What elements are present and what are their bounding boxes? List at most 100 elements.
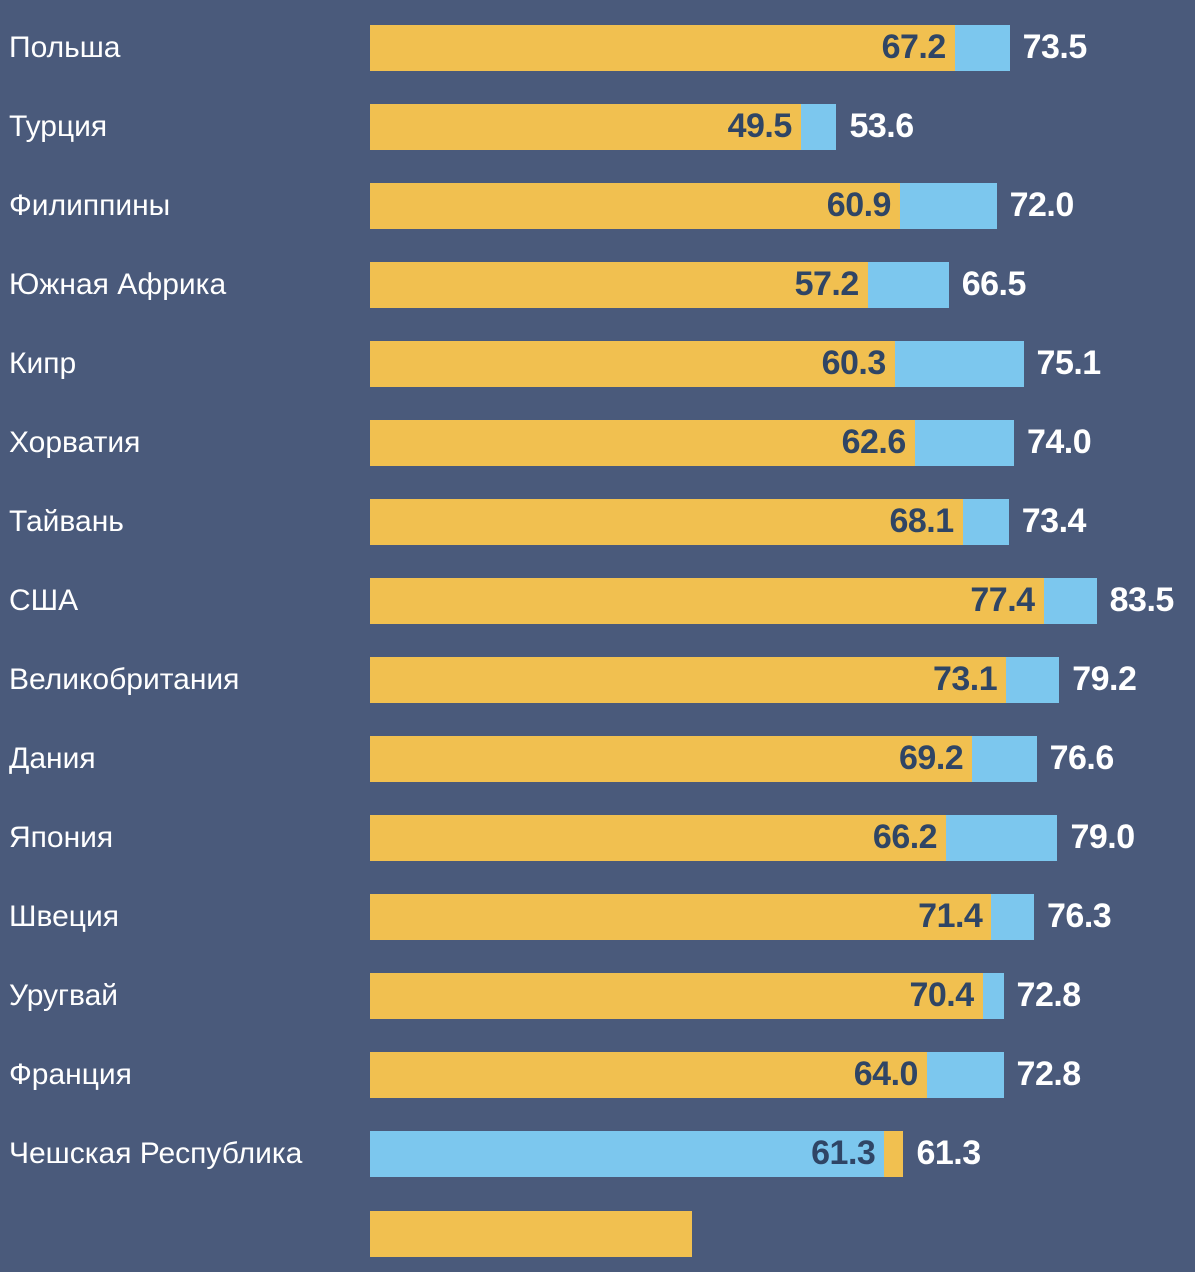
bar-area — [370, 1193, 1195, 1272]
country-label: Турция — [9, 109, 108, 143]
partial-bar — [370, 1211, 692, 1257]
bar-segment-yellow: 57.2 — [370, 261, 868, 308]
bar-segment-blue — [867, 261, 949, 308]
inner-value-label: 64.0 — [853, 1055, 919, 1093]
bar-segment-blue — [899, 182, 997, 229]
outer-value-label: 72.0 — [1009, 186, 1075, 224]
country-label: Уругвай — [9, 978, 119, 1012]
inner-value-label: 60.3 — [821, 344, 887, 382]
chart-row: Турция 49.5 53.6 — [0, 87, 1195, 166]
bar-segment-yellow: 62.6 — [370, 419, 915, 466]
bar-segment-blue — [800, 103, 837, 150]
chart-row: США 77.4 83.5 — [0, 561, 1195, 640]
chart-row: Франция 64.0 72.8 — [0, 1035, 1195, 1114]
bar-segment-blue — [946, 814, 1058, 861]
bar-segment-yellow: 69.2 — [370, 735, 973, 782]
inner-value-label: 66.2 — [872, 818, 938, 856]
country-label: Япония — [9, 820, 114, 854]
inner-value-label: 60.9 — [826, 186, 892, 224]
bar-area: 60.9 72.0 — [370, 166, 1195, 245]
bar-area: 49.5 53.6 — [370, 87, 1195, 166]
chart-row: Хорватия 62.6 74.0 — [0, 403, 1195, 482]
bar-area: 69.2 76.6 — [370, 719, 1195, 798]
bar-segment-blue — [982, 972, 1004, 1019]
country-label: Франция — [9, 1057, 132, 1091]
bar-area: 62.6 74.0 — [370, 403, 1195, 482]
bar-segment-yellow: 64.0 — [370, 1051, 927, 1098]
chart-row: Польша 67.2 73.5 — [0, 8, 1195, 87]
chart-row: Швеция 71.4 76.3 — [0, 877, 1195, 956]
outer-value-label: 79.2 — [1072, 660, 1137, 698]
bar-segment-blue — [926, 1051, 1004, 1098]
inner-value-label: 77.4 — [970, 581, 1035, 619]
country-label: Чешская Республика — [9, 1136, 303, 1170]
inner-value-label: 71.4 — [918, 897, 983, 935]
outer-value-label: 72.8 — [1016, 1055, 1082, 1093]
chart-row: Филиппины 60.9 72.0 — [0, 166, 1195, 245]
country-label: Хорватия — [9, 425, 141, 459]
bar-area: 71.4 76.3 — [370, 877, 1195, 956]
inner-value-label: 61.3 — [811, 1134, 876, 1172]
bar-segment-yellow: 60.3 — [370, 340, 895, 387]
country-label: Швеция — [9, 899, 119, 933]
bar-segment-blue — [914, 419, 1014, 466]
bar-segment-yellow: 67.2 — [370, 24, 955, 71]
bar-segment-yellow: 71.4 — [370, 893, 992, 940]
bar-segment-blue — [991, 893, 1034, 940]
partial-chart-row — [0, 1193, 1195, 1272]
country-label: Южная Африка — [9, 267, 227, 301]
bar-area: 61.3 61.3 — [370, 1114, 1195, 1193]
bar-segment-yellow: 49.5 — [370, 103, 801, 150]
bar-area: 73.1 79.2 — [370, 640, 1195, 719]
bar-segment-yellow: 66.2 — [370, 814, 947, 861]
bar-segment-yellow: 77.4 — [370, 577, 1044, 624]
bar-area: 77.4 83.5 — [370, 561, 1195, 640]
outer-value-label: 73.4 — [1021, 502, 1087, 540]
chart-row: Великобритания 73.1 79.2 — [0, 640, 1195, 719]
bar-segment-blue — [972, 735, 1037, 782]
country-label: Дания — [9, 741, 96, 775]
outer-value-label: 66.5 — [961, 265, 1027, 303]
country-label: Тайвань — [9, 504, 124, 538]
inner-value-label: 68.1 — [889, 502, 954, 540]
bar-segment-blue — [1043, 577, 1097, 624]
bar-area: 66.2 79.0 — [370, 798, 1195, 877]
bar-segment-blue — [954, 24, 1010, 71]
bar-segment-blue — [962, 498, 1009, 545]
outer-value-label: 76.3 — [1047, 897, 1112, 935]
bar-area: 67.2 73.5 — [370, 8, 1195, 87]
bar-segment-blue: 61.3 — [370, 1130, 885, 1177]
bar-segment-yellow: 68.1 — [370, 498, 963, 545]
bar-segment-yellow: 70.4 — [370, 972, 983, 1019]
outer-value-label: 61.3 — [916, 1134, 981, 1172]
country-label: Польша — [9, 30, 121, 64]
country-label: США — [9, 583, 79, 617]
outer-value-label: 75.1 — [1036, 344, 1102, 382]
inner-value-label: 57.2 — [794, 265, 860, 303]
inner-value-label: 69.2 — [899, 739, 964, 777]
inner-value-label: 62.6 — [841, 423, 907, 461]
inner-value-label: 67.2 — [881, 28, 947, 66]
bar-area: 57.2 66.5 — [370, 245, 1195, 324]
outer-value-label: 76.6 — [1049, 739, 1115, 777]
country-label: Кипр — [9, 346, 77, 380]
outer-value-label: 74.0 — [1026, 423, 1092, 461]
chart-row: Япония 66.2 79.0 — [0, 798, 1195, 877]
outer-value-label: 73.5 — [1022, 28, 1088, 66]
outer-value-label: 83.5 — [1109, 581, 1175, 619]
outer-value-label: 79.0 — [1070, 818, 1135, 856]
bar-chart: Польша 67.2 73.5 Турция 49.5 53.6 Филиппины 60.… — [0, 8, 1195, 1257]
bar-area: 68.1 73.4 — [370, 482, 1195, 561]
bar-area: 70.4 72.8 — [370, 956, 1195, 1035]
bar-area: 60.3 75.1 — [370, 324, 1195, 403]
chart-row: Уругвай 70.4 72.8 — [0, 956, 1195, 1035]
chart-row: Южная Африка 57.2 66.5 — [0, 245, 1195, 324]
chart-row: Дания 69.2 76.6 — [0, 719, 1195, 798]
chart-row: Тайвань 68.1 73.4 — [0, 482, 1195, 561]
inner-value-label: 73.1 — [932, 660, 998, 698]
inner-value-label: 70.4 — [909, 976, 974, 1014]
chart-row: Чешская Республика 61.3 61.3 — [0, 1114, 1195, 1193]
bar-segment-yellow — [884, 1130, 904, 1177]
country-label: Великобритания — [9, 662, 240, 696]
inner-value-label: 49.5 — [727, 107, 793, 145]
